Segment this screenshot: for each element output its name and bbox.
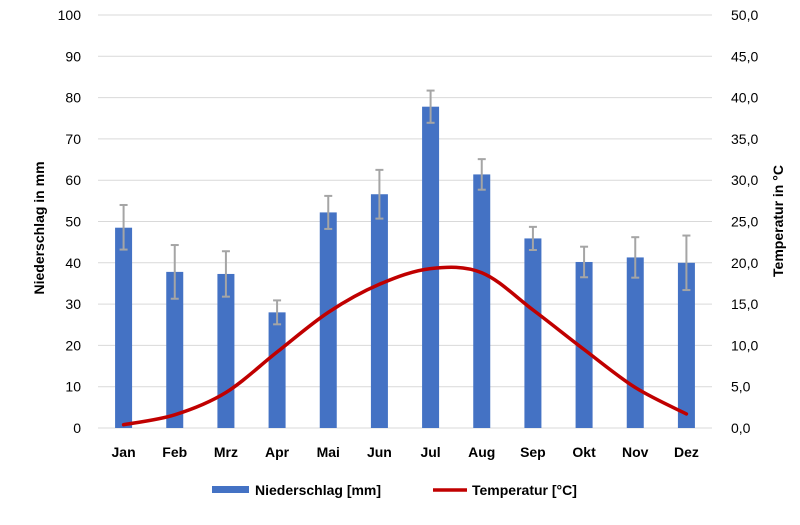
right-tick-label: 10,0 [731,337,758,353]
right-axis-title: Temperatur in °C [770,165,786,277]
left-axis-ticks: 0 10 20 30 40 50 60 70 80 90 100 [58,7,82,436]
bar-jan [115,227,133,428]
x-tick-label: Dez [674,444,699,460]
left-tick-label: 90 [65,48,81,64]
x-tick-label: Sep [520,444,546,460]
left-tick-label: 80 [65,90,81,106]
right-tick-label: 45,0 [731,48,758,64]
right-tick-label: 50,0 [731,7,758,23]
x-tick-label: Okt [572,444,596,460]
bar-dez [677,262,695,428]
right-tick-label: 40,0 [731,90,758,106]
left-tick-label: 30 [65,296,81,312]
right-tick-label: 5,0 [731,379,751,395]
right-tick-label: 20,0 [731,255,758,271]
x-tick-label: Jun [367,444,392,460]
legend-label-precipitation: Niederschlag [mm] [255,482,381,498]
right-axis-ticks: 0,0 5,0 10,0 15,0 20,0 25,0 30,0 35,0 40,0 45,0 50… [731,7,758,436]
legend-swatch-precipitation [212,486,249,493]
bar-sep [524,238,542,428]
bar-feb [166,271,184,428]
x-tick-label: Mai [317,444,340,460]
right-tick-label: 35,0 [731,131,758,147]
temperature-line-group [121,265,689,427]
left-tick-label: 50 [65,214,81,230]
right-tick-label: 25,0 [731,214,758,230]
left-tick-label: 70 [65,131,81,147]
legend-label-temperature: Temperatur [°C] [472,482,577,498]
left-tick-label: 100 [58,7,82,23]
precipitation-bars [115,106,695,428]
right-tick-label: 15,0 [731,296,758,312]
right-tick-label: 0,0 [731,420,751,436]
x-tick-label: Nov [622,444,649,460]
legend: Niederschlag [mm] Temperatur [°C] [212,482,577,498]
left-tick-label: 60 [65,172,81,188]
bar-apr [268,312,286,428]
bar-mai [319,212,337,428]
bar-nov [626,257,644,428]
bar-jun [370,194,388,428]
x-tick-label: Aug [468,444,495,460]
right-tick-label: 30,0 [731,172,758,188]
error-bars [119,89,691,326]
left-axis-title: Niederschlag in mm [31,161,47,294]
left-tick-label: 0 [73,420,81,436]
left-tick-label: 10 [65,379,81,395]
x-tick-label: Jul [420,444,440,460]
x-tick-label: Feb [162,444,187,460]
bar-okt [575,261,593,428]
gridlines [98,14,712,429]
left-tick-label: 20 [65,337,81,353]
x-tick-label: Apr [265,444,290,460]
bar-aug [473,174,491,428]
x-tick-label: Jan [112,444,136,460]
left-tick-label: 40 [65,255,81,271]
category-labels: Jan Feb Mrz Apr Mai Jun Jul Aug Sep Okt Nov Dez [112,444,699,460]
x-tick-label: Mrz [214,444,238,460]
temperature-line [121,265,689,427]
